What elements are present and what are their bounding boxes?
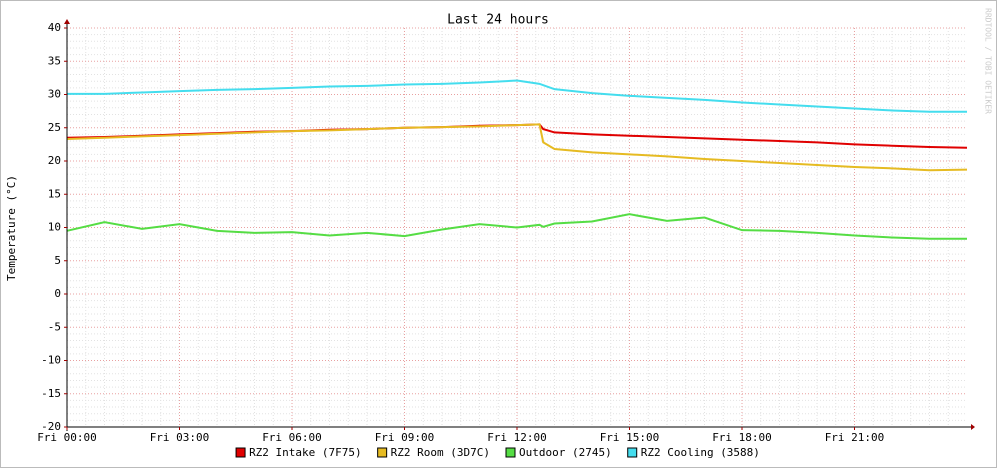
x-tick-label: Fri 18:00 (712, 431, 772, 444)
grid (66, 27, 967, 428)
y-tick-label: 25 (48, 121, 61, 134)
y-axis-arrow (64, 19, 70, 24)
x-tick-label: Fri 12:00 (487, 431, 547, 444)
x-tick-label: Fri 09:00 (375, 431, 435, 444)
legend-label: Outdoor (2745) (519, 446, 612, 459)
legend: RZ2 Intake (7F75) RZ2 Room (3D7C) Outdoor … (235, 446, 760, 459)
y-tick-label: -20 (41, 420, 61, 433)
y-tick-label: 5 (54, 254, 61, 267)
chart-title: Last 24 hours (447, 13, 549, 28)
y-tick-label: -5 (48, 320, 61, 333)
x-tick-label: Fri 15:00 (600, 431, 660, 444)
x-tick-label: Fri 21:00 (825, 431, 885, 444)
y-tick-label: 0 (54, 287, 61, 300)
x-tick-label: Fri 03:00 (150, 431, 210, 444)
y-tick-label: 40 (48, 21, 61, 34)
y-axis-label: Temperature (°C) (5, 175, 18, 281)
legend-label: RZ2 Cooling (3588) (641, 446, 760, 459)
legend-swatch (505, 447, 516, 458)
y-tick-label: -10 (41, 354, 61, 367)
y-tick-label: -15 (41, 387, 61, 400)
series-line (67, 79, 967, 113)
y-tick-label: 10 (48, 221, 61, 234)
lines (66, 79, 968, 240)
y-tick-label: 35 (48, 54, 61, 67)
legend-swatch (235, 447, 246, 458)
legend-swatch (627, 447, 638, 458)
series-line (66, 213, 967, 240)
x-tick-label: Fri 06:00 (262, 431, 322, 444)
x-tick-label: Fri 00:00 (37, 431, 97, 444)
legend-label: RZ2 Intake (7F75) (249, 446, 362, 459)
legend-swatch (377, 447, 388, 458)
watermark: RRDTOOL / TOBI OETIKER (984, 8, 993, 114)
y-tick-label: 20 (48, 154, 61, 167)
y-tick-label: 15 (48, 187, 61, 200)
series-line (66, 123, 968, 172)
x-axis-arrow (971, 424, 975, 430)
y-tick-label: 30 (48, 88, 61, 101)
legend-label: RZ2 Room (3D7C) (391, 446, 490, 459)
